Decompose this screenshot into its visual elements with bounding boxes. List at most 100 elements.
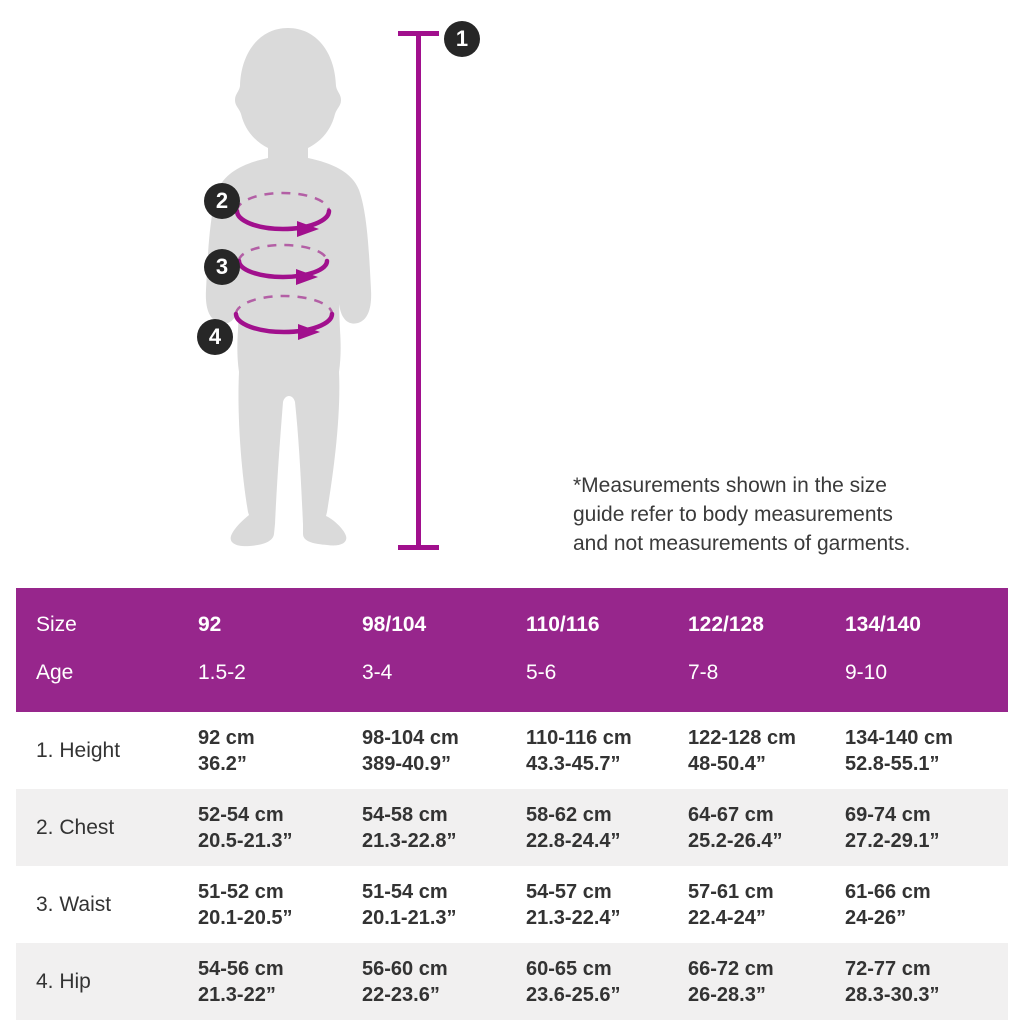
cm-value: 51-54 cm <box>362 880 448 903</box>
size-col-header: 92 <box>198 613 222 636</box>
chest-measure-band-dashed-icon <box>235 191 331 212</box>
cm-value: 51-52 cm <box>198 880 284 903</box>
inch-value: 23.6-25.6” <box>526 983 621 1006</box>
waist-122-128-cell: 57-61 cm 22.4-24” <box>688 879 845 931</box>
size-table: Size 92 98/104 110/116 122/128 134/140 A… <box>16 588 1008 1020</box>
size-label: Size <box>36 613 77 636</box>
waist-92-cell: 51-52 cm 20.1-20.5” <box>198 879 362 931</box>
chest-98-104-cell: 54-58 cm 21.3-22.8” <box>362 802 526 854</box>
waist-arrow-icon <box>296 269 318 285</box>
inch-value: 25.2-26.4” <box>688 829 783 852</box>
row-label: 4. Hip <box>36 969 91 993</box>
age-col-header: 3-4 <box>362 661 393 684</box>
chest-92-cell: 52-54 cm 20.5-21.3” <box>198 802 362 854</box>
inch-value: 26-28.3” <box>688 983 766 1006</box>
age-header-row: Age 1.5-2 3-4 5-6 7-8 9-10 <box>16 649 1008 697</box>
marker-4-hip-badge: 4 <box>197 319 233 355</box>
age-col-header: 5-6 <box>526 661 557 684</box>
height-134-140-cell: 134-140 cm 52.8-55.1” <box>845 725 1008 777</box>
table-row-height: 1. Height 92 cm 36.2” 98-104 cm 389-40.9” … <box>16 712 1008 789</box>
inch-value: 20.1-20.5” <box>198 906 293 929</box>
inch-value: 43.3-45.7” <box>526 752 621 775</box>
size-header-row: Size 92 98/104 110/116 122/128 134/140 <box>16 601 1008 649</box>
inch-value: 27.2-29.1” <box>845 829 940 852</box>
cm-value: 72-77 cm <box>845 957 931 980</box>
hip-arrow-icon <box>298 324 320 340</box>
note-line: guide refer to body measurements <box>573 503 893 526</box>
waist-110-116-cell: 54-57 cm 21.3-22.4” <box>526 879 688 931</box>
row-label: 2. Chest <box>36 815 115 839</box>
cm-value: 122-128 cm <box>688 726 796 749</box>
cm-value: 60-65 cm <box>526 957 612 980</box>
height-122-128-cell: 122-128 cm 48-50.4” <box>688 725 845 777</box>
inch-value: 28.3-30.3” <box>845 983 940 1006</box>
inch-value: 21.3-22.8” <box>362 829 457 852</box>
inch-value: 48-50.4” <box>688 752 766 775</box>
inch-value: 22-23.6” <box>362 983 440 1006</box>
height-110-116-cell: 110-116 cm 43.3-45.7” <box>526 725 688 777</box>
cm-value: 92 cm <box>198 726 255 749</box>
inch-value: 389-40.9” <box>362 752 451 775</box>
cm-value: 64-67 cm <box>688 803 774 826</box>
chest-110-116-cell: 58-62 cm 22.8-24.4” <box>526 802 688 854</box>
size-col-header: 98/104 <box>362 613 427 636</box>
cm-value: 69-74 cm <box>845 803 931 826</box>
cm-value: 54-56 cm <box>198 957 284 980</box>
hip-98-104-cell: 56-60 cm 22-23.6” <box>362 956 526 1008</box>
chest-measure-band-icon <box>234 208 332 232</box>
inch-value: 20.5-21.3” <box>198 829 293 852</box>
age-col-header: 1.5-2 <box>198 661 246 684</box>
hip-122-128-cell: 66-72 cm 26-28.3” <box>688 956 845 1008</box>
inch-value: 20.1-21.3” <box>362 906 457 929</box>
cm-value: 134-140 cm <box>845 726 953 749</box>
hip-110-116-cell: 60-65 cm 23.6-25.6” <box>526 956 688 1008</box>
marker-1-height-badge: 1 <box>444 21 480 57</box>
table-row-chest: 2. Chest 52-54 cm 20.5-21.3” 54-58 cm 21.3… <box>16 789 1008 866</box>
chest-122-128-cell: 64-67 cm 25.2-26.4” <box>688 802 845 854</box>
hip-134-140-cell: 72-77 cm 28.3-30.3” <box>845 956 1008 1008</box>
marker-2-chest-badge: 2 <box>204 183 240 219</box>
cm-value: 56-60 cm <box>362 957 448 980</box>
age-label: Age <box>36 661 74 684</box>
waist-134-140-cell: 61-66 cm 24-26” <box>845 879 1008 931</box>
inch-value: 21.3-22.4” <box>526 906 621 929</box>
cm-value: 54-58 cm <box>362 803 448 826</box>
inch-value: 22.8-24.4” <box>526 829 621 852</box>
size-table-header: Size 92 98/104 110/116 122/128 134/140 A… <box>16 588 1008 712</box>
age-col-header: 9-10 <box>845 661 888 684</box>
hip-measure-band-dashed-icon <box>234 294 334 315</box>
chest-arrow-icon <box>297 221 319 237</box>
height-98-104-cell: 98-104 cm 389-40.9” <box>362 725 526 777</box>
measurement-diagram: 1 2 3 4 <box>0 0 580 580</box>
size-col-header: 110/116 <box>526 613 600 636</box>
waist-98-104-cell: 51-54 cm 20.1-21.3” <box>362 879 526 931</box>
marker-3-waist-badge: 3 <box>204 249 240 285</box>
inch-value: 21.3-22” <box>198 983 276 1006</box>
hip-92-cell: 54-56 cm 21.3-22” <box>198 956 362 1008</box>
height-92-cell: 92 cm 36.2” <box>198 725 362 777</box>
inch-value: 52.8-55.1” <box>845 752 940 775</box>
size-col-header: 134/140 <box>845 613 921 636</box>
cm-value: 58-62 cm <box>526 803 612 826</box>
cm-value: 52-54 cm <box>198 803 284 826</box>
row-label: 1. Height <box>36 738 121 762</box>
table-row-hip: 4. Hip 54-56 cm 21.3-22” 56-60 cm 22-23.6”… <box>16 943 1008 1020</box>
inch-value: 24-26” <box>845 906 907 929</box>
cm-value: 54-57 cm <box>526 880 612 903</box>
cm-value: 61-66 cm <box>845 880 931 903</box>
note-line: and not measurements of garments. <box>573 532 911 555</box>
inch-value: 22.4-24” <box>688 906 766 929</box>
waist-measure-band-icon <box>236 258 330 280</box>
chest-134-140-cell: 69-74 cm 27.2-29.1” <box>845 802 1008 854</box>
child-silhouette <box>205 28 372 547</box>
inch-value: 36.2” <box>198 752 247 775</box>
cm-value: 110-116 cm <box>526 726 632 749</box>
waist-measure-band-dashed-icon <box>237 243 329 262</box>
row-label: 3. Waist <box>36 892 112 916</box>
note-line: *Measurements shown in the size <box>573 474 887 497</box>
size-col-header: 122/128 <box>688 613 764 636</box>
cm-value: 66-72 cm <box>688 957 774 980</box>
cm-value: 98-104 cm <box>362 726 459 749</box>
diagram-canvas <box>205 28 439 550</box>
